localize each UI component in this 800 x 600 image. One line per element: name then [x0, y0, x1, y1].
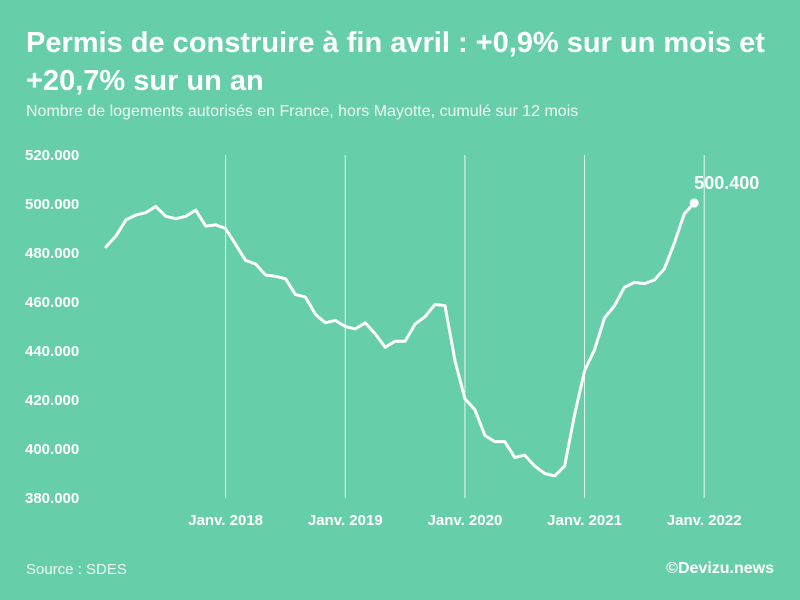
chart-subtitle: Nombre de logements autorisés en France,…	[26, 103, 579, 120]
y-tick-label: 380.000	[25, 490, 79, 507]
y-tick-label: 420.000	[25, 392, 79, 409]
x-tick-label: Janv. 2020	[428, 512, 503, 529]
last-point-label: 500.400	[694, 173, 759, 193]
x-tick-label: Janv. 2019	[308, 512, 383, 529]
x-tick-label: Janv. 2021	[547, 512, 622, 529]
x-tick-label: Janv. 2022	[667, 512, 742, 529]
series-line	[104, 201, 696, 478]
y-tick-label: 480.000	[25, 245, 79, 262]
y-tick-label: 460.000	[25, 294, 79, 311]
y-tick-label: 440.000	[25, 343, 79, 360]
last-point-marker	[689, 198, 699, 208]
y-tick-label: 500.000	[25, 196, 79, 213]
source-note: Source : SDES	[26, 561, 127, 578]
brand-credit: ©Devizu.news	[666, 560, 774, 577]
y-tick-label: 520.000	[25, 147, 79, 164]
x-tick-label: Janv. 2018	[188, 512, 263, 529]
y-tick-label: 400.000	[25, 441, 79, 458]
chart-title: Permis de construire à fin avril : +0,9%…	[26, 27, 765, 97]
